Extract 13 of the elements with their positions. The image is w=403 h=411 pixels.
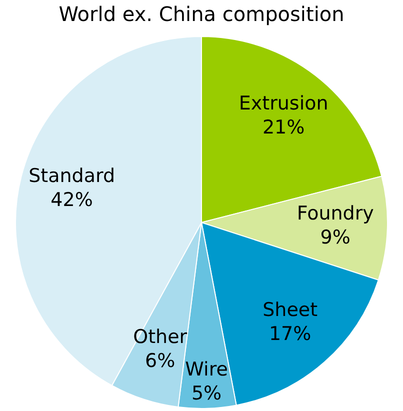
data-label: 5%: [191, 382, 222, 404]
data-label: 6%: [145, 350, 176, 372]
slice-label: Extrusion: [238, 92, 328, 115]
slice-label: Foundry: [296, 202, 374, 225]
slice-label: Other: [133, 326, 188, 348]
slice-label: Sheet: [262, 298, 318, 321]
data-label: 42%: [50, 189, 93, 212]
data-label: 21%: [262, 116, 305, 139]
data-label: 9%: [320, 226, 350, 249]
slice-label: Wire: [185, 358, 228, 380]
chart-title: World ex. China composition: [58, 2, 344, 26]
data-label: 17%: [268, 322, 312, 345]
slice-label: Standard: [28, 165, 116, 188]
